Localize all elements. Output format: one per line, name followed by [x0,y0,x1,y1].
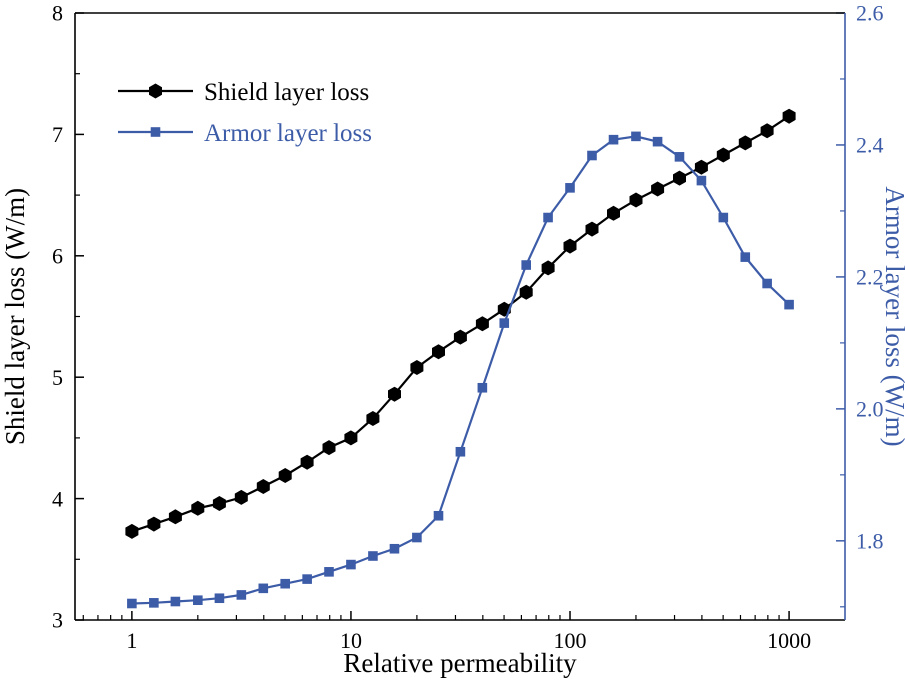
hexagon-marker [541,260,555,276]
right-axis: 1.8 2.0 2.2 2.4 2.6 [836,1,884,608]
square-marker [762,278,772,289]
hexagon-marker [278,468,292,483]
hexagon-marker [322,440,336,456]
hexagon-marker [563,238,577,254]
square-marker [565,183,575,193]
hexagon-marker [607,205,620,221]
left-tick-label: 5 [52,365,63,390]
square-marker [543,212,553,223]
square-marker [784,299,794,310]
square-marker [455,446,466,457]
hexagon-marker [453,329,467,345]
square-marker [368,551,378,561]
square-marker [718,212,729,223]
square-marker [214,593,225,604]
right-axis-title: Armor layer loss (W/m) [880,186,905,446]
square-marker [477,382,488,393]
right-tick-label: 2.6 [856,1,884,26]
hexagon-marker [432,344,445,360]
square-marker [608,134,619,145]
square-marker [324,567,334,577]
x-tick-label: 100 [554,628,587,653]
hexagon-marker [673,170,686,186]
hexagon-marker [388,386,401,402]
square-marker [499,318,510,328]
square-marker [258,583,269,594]
square-marker [346,559,356,570]
hexagon-marker [694,159,708,175]
square-marker [280,578,290,589]
square-marker [674,152,685,162]
series-line [131,135,790,605]
left-tick-label: 3 [52,608,63,633]
series-shield-layer-loss [125,108,796,539]
square-marker [652,136,663,147]
axis-titles: Relative permeability Shield layer loss (… [0,186,905,678]
hexagon-marker [760,123,774,139]
x-tick-label: 1000 [767,628,811,653]
hexagon-marker [234,489,248,505]
left-axis-title: Shield layer loss (W/m) [0,188,30,445]
hexagon-marker [716,147,730,163]
square-marker [696,175,707,186]
right-tick-label: 2.4 [856,133,884,158]
square-marker [412,532,422,543]
series-armor-layer-loss [127,131,794,609]
hexagon-marker [344,430,358,446]
square-marker [302,574,312,584]
x-axis-title: Relative permeability [343,648,577,678]
square-marker [389,543,400,554]
hexagon-marker [366,411,380,426]
square-marker [587,150,597,161]
hexagon-marker [410,360,424,375]
hexagon-marker [212,496,226,511]
hexagon-marker [147,516,161,532]
square-marker [236,590,247,600]
hexagon-marker [782,108,796,124]
hexagon-marker [168,509,182,525]
right-tick-label: 1.8 [856,529,884,554]
legend-label: Shield layer loss [204,79,369,106]
hexagon-marker [738,135,752,151]
square-marker [631,131,641,142]
x-axis: 1 10 100 1000 [82,611,811,653]
square-marker [193,595,203,606]
left-tick-label: 6 [52,244,63,269]
plot-frame [74,12,846,621]
hexagon-marker [475,316,489,332]
hexagon-marker [256,479,270,494]
hexagon-marker [585,221,599,237]
hexagon-marker [300,454,314,470]
square-marker [127,598,137,609]
right-tick-label: 2.2 [856,265,884,290]
left-axis: 3 4 5 6 7 8 [52,1,84,633]
hexagon-marker [519,284,533,300]
series-line [131,115,790,533]
hexagon-marker [125,523,139,539]
left-tick-label: 8 [52,1,63,26]
square-marker [521,260,532,270]
hexagon-marker [191,500,205,516]
square-marker [170,596,181,607]
square-marker [433,510,444,521]
right-tick-label: 2.0 [856,397,884,422]
left-tick-label: 4 [52,486,63,511]
legend-square-marker [150,127,161,137]
square-marker [740,252,751,262]
hexagon-marker [629,192,643,208]
x-tick-label: 10 [340,628,362,653]
legend-label: Armor layer loss [204,120,372,147]
x-tick-label: 1 [126,628,137,653]
left-tick-label: 7 [52,122,63,147]
legend: Shield layer loss Armor layer loss [118,79,372,147]
square-marker [149,598,159,608]
legend-hexagon-marker [149,83,162,99]
hexagon-marker [651,181,665,197]
